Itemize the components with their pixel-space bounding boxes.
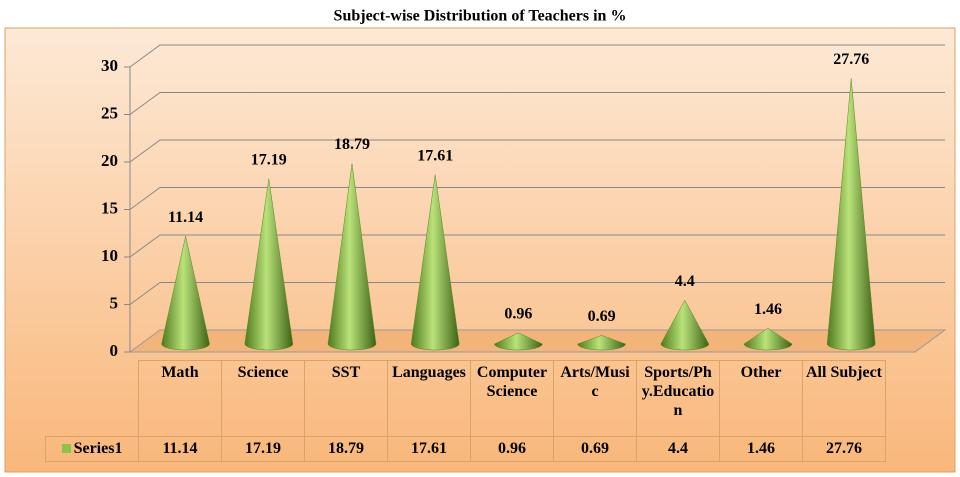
cone xyxy=(161,236,210,351)
cone xyxy=(577,335,626,351)
category-cell: Computer Science xyxy=(470,360,554,437)
value-cell: 11.14 xyxy=(138,436,222,462)
grid-line xyxy=(129,234,945,258)
value-cell: 0.69 xyxy=(553,436,637,462)
grid-line xyxy=(129,139,945,163)
value-cell: 4.4 xyxy=(636,436,720,462)
cone xyxy=(244,178,294,351)
data-label: 1.46 xyxy=(754,301,782,318)
y-tick-label: 15 xyxy=(101,198,118,217)
cone xyxy=(327,163,377,351)
category-row: Math Science SST Languages Computer Science A… xyxy=(45,360,886,437)
data-label: 17.61 xyxy=(417,147,453,164)
value-cell: 17.61 xyxy=(387,436,471,462)
category-cell: All Subject xyxy=(802,360,886,437)
data-label: 0.96 xyxy=(504,306,532,323)
y-tick-label: 30 xyxy=(101,56,118,75)
data-label: 27.76 xyxy=(833,51,869,68)
blank-cell xyxy=(45,360,139,437)
value-cell: 1.46 xyxy=(719,436,803,462)
legend-label: Series1 xyxy=(73,440,123,457)
category-cell: Math xyxy=(138,360,222,437)
category-cell: Arts/Music xyxy=(553,360,637,437)
data-label: 11.14 xyxy=(168,209,203,226)
category-cell: Languages xyxy=(387,360,471,437)
grid-line xyxy=(129,44,945,68)
legend-swatch xyxy=(61,444,71,453)
legend-cell: Series1 xyxy=(45,436,139,462)
value-cell: 27.76 xyxy=(802,436,886,462)
category-cell: Sports/Phy.Education xyxy=(636,360,720,437)
cone xyxy=(743,327,793,351)
data-label: 17.19 xyxy=(251,151,287,168)
chart-title: Subject-wise Distribution of Teachers in… xyxy=(334,8,627,25)
y-tick-label: 0 xyxy=(110,341,119,360)
y-tick-label: 10 xyxy=(101,246,118,265)
cone xyxy=(410,174,460,351)
value-row: Series1 11.14 17.19 18.79 17.61 0.96 0.69 4.4 1.… xyxy=(45,436,886,462)
data-label: 18.79 xyxy=(334,136,370,153)
value-cell: 0.96 xyxy=(470,436,554,462)
value-cell: 18.79 xyxy=(304,436,388,462)
data-label: 4.4 xyxy=(675,273,695,290)
cone xyxy=(660,299,710,351)
y-tick-label: 5 xyxy=(110,293,119,312)
y-tick-label: 25 xyxy=(101,103,118,122)
category-cell: Other xyxy=(719,360,803,437)
category-cell: Science xyxy=(221,360,305,437)
category-cell: SST xyxy=(304,360,388,437)
data-label: 0.69 xyxy=(588,308,616,325)
cone xyxy=(494,332,543,351)
value-cell: 17.19 xyxy=(221,436,305,462)
cone xyxy=(826,78,876,351)
data-table: Math Science SST Languages Computer Science A… xyxy=(45,360,886,462)
grid-line xyxy=(129,187,945,210)
y-tick-label: 20 xyxy=(101,151,118,170)
grid-line xyxy=(129,92,945,115)
grid-line xyxy=(129,282,945,305)
